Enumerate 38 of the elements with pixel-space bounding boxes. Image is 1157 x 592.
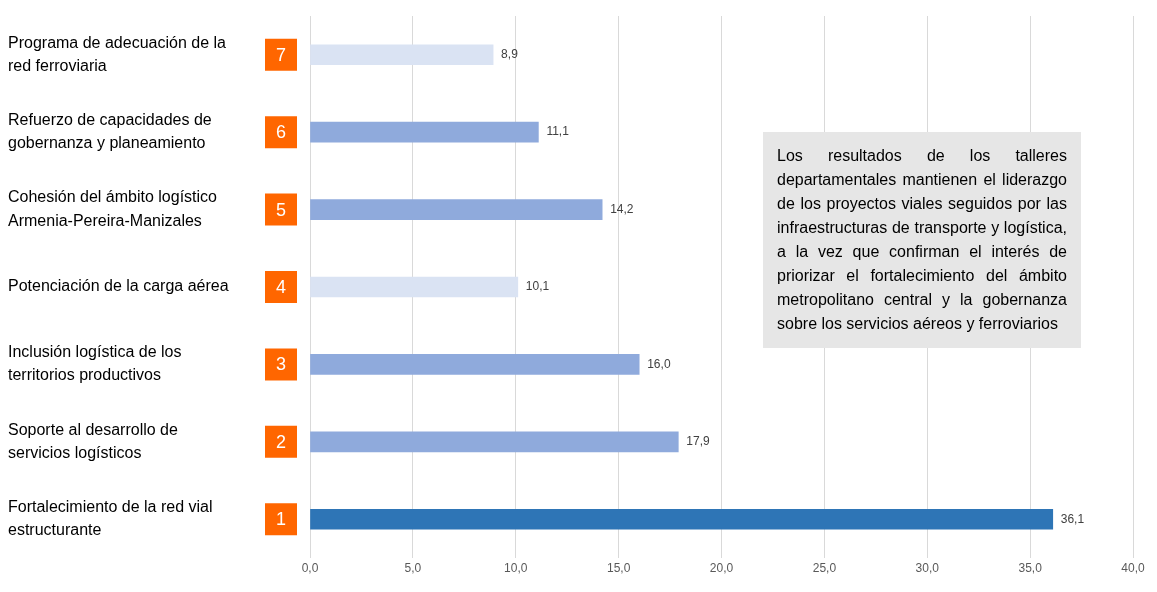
text: 5	[275, 199, 287, 220]
text: 2	[275, 431, 287, 452]
x-tick-label: 30,0	[915, 560, 940, 575]
y-tick-label: Inclusión logística de los territorios productivos	[8, 343, 182, 384]
y-tick-label: Cohesión del ámbito logístico Armenia-Pereira-Manizales	[8, 188, 218, 229]
data-label: 8,9	[501, 47, 519, 62]
data-label: 14,2	[610, 201, 634, 216]
text: 7	[275, 44, 287, 65]
y-tick-label: Soporte al desarrollo de servicios logísticos	[8, 420, 178, 461]
bar	[310, 121, 539, 143]
bar	[310, 44, 494, 66]
y-tick-label: Fortalecimiento de la red vial estructurante	[8, 498, 213, 539]
bar	[310, 354, 640, 375]
y-tick-label: Potenciación de la carga aérea	[8, 277, 229, 295]
x-tick-label: 10,0	[504, 560, 528, 575]
x-tick-label: 25,0	[812, 560, 837, 575]
x-tick-label: 20,0	[709, 560, 734, 575]
bar	[310, 508, 1054, 530]
data-label: 36,1	[1060, 511, 1085, 526]
text: 4	[275, 276, 287, 297]
x-tick-label: 35,0	[1018, 560, 1043, 575]
bar	[310, 431, 679, 453]
x-tick-label: 0,0	[301, 560, 319, 575]
bar	[310, 199, 603, 220]
data-label: 17,9	[686, 434, 710, 449]
text: 1	[275, 509, 287, 530]
x-tick-label: 5,0	[404, 560, 422, 575]
x-tick-label: 40,0	[1121, 560, 1145, 575]
x-tick-label: 15,0	[606, 560, 631, 575]
text: 3	[275, 354, 287, 375]
bar	[310, 276, 519, 298]
y-tick-label: Programa de adecuación de la red ferroviaria	[8, 33, 227, 74]
annotation: Los resultados de los talleres departamentales mantienen el liderazgo de los proyectos viales seguidos por las infraestructuras de transporte y logística, a la vez que confirman el interés de priorizar el fortalecimiento del ámbito metropolitano central y la gobernanza sobre los servicios aéreos y ferroviarios	[763, 132, 1081, 348]
text: 6	[275, 122, 287, 143]
y-tick-label: Refuerzo de capacidades de gobernanza y planeamiento	[8, 110, 212, 152]
data-label: 10,1	[525, 279, 550, 294]
data-label: 16,0	[647, 356, 671, 371]
data-label: 11,1	[546, 124, 570, 139]
